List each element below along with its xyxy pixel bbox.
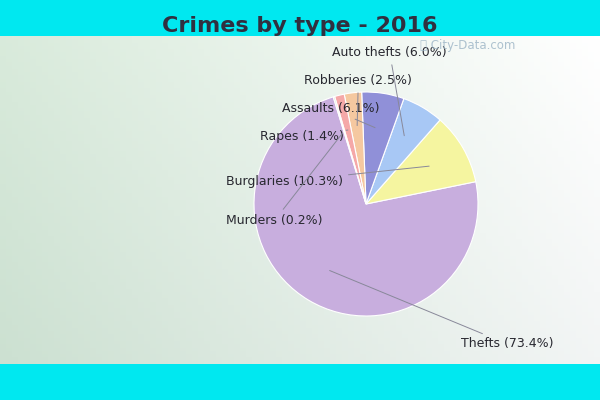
Text: Thefts (73.4%): Thefts (73.4%): [329, 270, 554, 350]
Wedge shape: [366, 120, 476, 204]
Wedge shape: [254, 97, 478, 316]
Text: Auto thefts (6.0%): Auto thefts (6.0%): [332, 46, 447, 136]
Wedge shape: [333, 96, 366, 204]
Wedge shape: [335, 94, 366, 204]
Text: Robberies (2.5%): Robberies (2.5%): [304, 74, 412, 126]
Wedge shape: [344, 92, 366, 204]
Text: ⓘ City-Data.com: ⓘ City-Data.com: [420, 40, 515, 52]
Wedge shape: [362, 92, 404, 204]
Wedge shape: [366, 98, 440, 204]
Text: Murders (0.2%): Murders (0.2%): [226, 133, 343, 227]
Text: Burglaries (10.3%): Burglaries (10.3%): [226, 166, 429, 188]
Text: Assaults (6.1%): Assaults (6.1%): [282, 102, 380, 128]
Text: Rapes (1.4%): Rapes (1.4%): [260, 130, 348, 143]
Text: Crimes by type - 2016: Crimes by type - 2016: [162, 16, 438, 36]
